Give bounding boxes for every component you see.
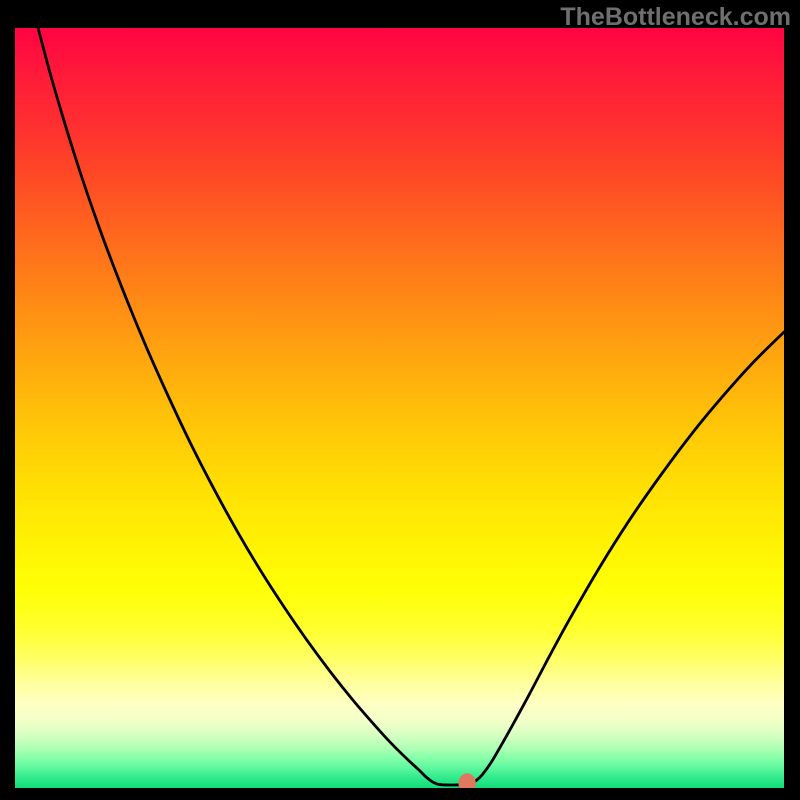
chart-root: { "source_watermark": { "text": "TheBott… — [0, 0, 800, 800]
optimal-point-marker — [459, 774, 476, 788]
plot-area — [15, 28, 784, 788]
curve-path — [38, 28, 784, 785]
bottleneck-curve — [15, 28, 784, 788]
watermark-text: TheBottleneck.com — [560, 3, 791, 32]
